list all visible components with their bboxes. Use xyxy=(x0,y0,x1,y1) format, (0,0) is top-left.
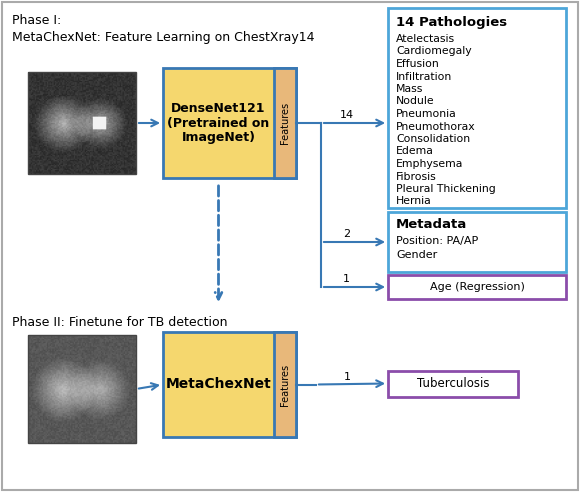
Bar xyxy=(388,370,518,397)
Text: Pleural Thickening: Pleural Thickening xyxy=(396,184,496,194)
Text: Mass: Mass xyxy=(396,84,423,94)
Text: Fibrosis: Fibrosis xyxy=(396,172,437,182)
Text: Nodule: Nodule xyxy=(396,96,434,106)
Text: MetaChexNet: MetaChexNet xyxy=(166,377,271,392)
Bar xyxy=(163,332,296,437)
Text: Tuberculosis: Tuberculosis xyxy=(417,377,490,390)
Text: 1: 1 xyxy=(343,274,350,284)
Text: Features: Features xyxy=(280,364,290,405)
Text: DenseNet121
(Pretrained on
ImageNet): DenseNet121 (Pretrained on ImageNet) xyxy=(168,101,270,145)
Text: Features: Features xyxy=(280,102,290,144)
Text: Effusion: Effusion xyxy=(396,59,440,69)
Text: Edema: Edema xyxy=(396,147,434,156)
Text: 14: 14 xyxy=(339,110,354,120)
Text: Cardiomegaly: Cardiomegaly xyxy=(396,47,472,57)
Text: Pneumonia: Pneumonia xyxy=(396,109,457,119)
Text: Gender: Gender xyxy=(396,250,437,260)
Text: Atelectasis: Atelectasis xyxy=(396,34,455,44)
Text: Pneumothorax: Pneumothorax xyxy=(396,122,476,131)
Bar xyxy=(274,332,296,437)
Text: 14 Pathologies: 14 Pathologies xyxy=(396,16,507,29)
Text: Hernia: Hernia xyxy=(396,196,432,207)
Text: Phase I:
MetaChexNet: Feature Learning on ChestXray14: Phase I: MetaChexNet: Feature Learning o… xyxy=(12,14,314,44)
Text: Position: PA/AP: Position: PA/AP xyxy=(396,236,478,246)
Text: 2: 2 xyxy=(343,229,350,239)
Bar xyxy=(388,212,566,272)
Text: 1: 1 xyxy=(343,371,350,381)
Bar xyxy=(28,335,136,443)
Bar xyxy=(163,68,296,178)
Text: Metadata: Metadata xyxy=(396,218,467,231)
Text: Infiltration: Infiltration xyxy=(396,71,452,82)
Bar xyxy=(388,275,566,299)
Bar xyxy=(274,68,296,178)
Bar xyxy=(28,72,136,174)
Text: Consolidation: Consolidation xyxy=(396,134,470,144)
Text: Age (Regression): Age (Regression) xyxy=(430,282,524,292)
Text: Phase II: Finetune for TB detection: Phase II: Finetune for TB detection xyxy=(12,316,227,329)
Text: Emphysema: Emphysema xyxy=(396,159,463,169)
Bar xyxy=(388,8,566,208)
